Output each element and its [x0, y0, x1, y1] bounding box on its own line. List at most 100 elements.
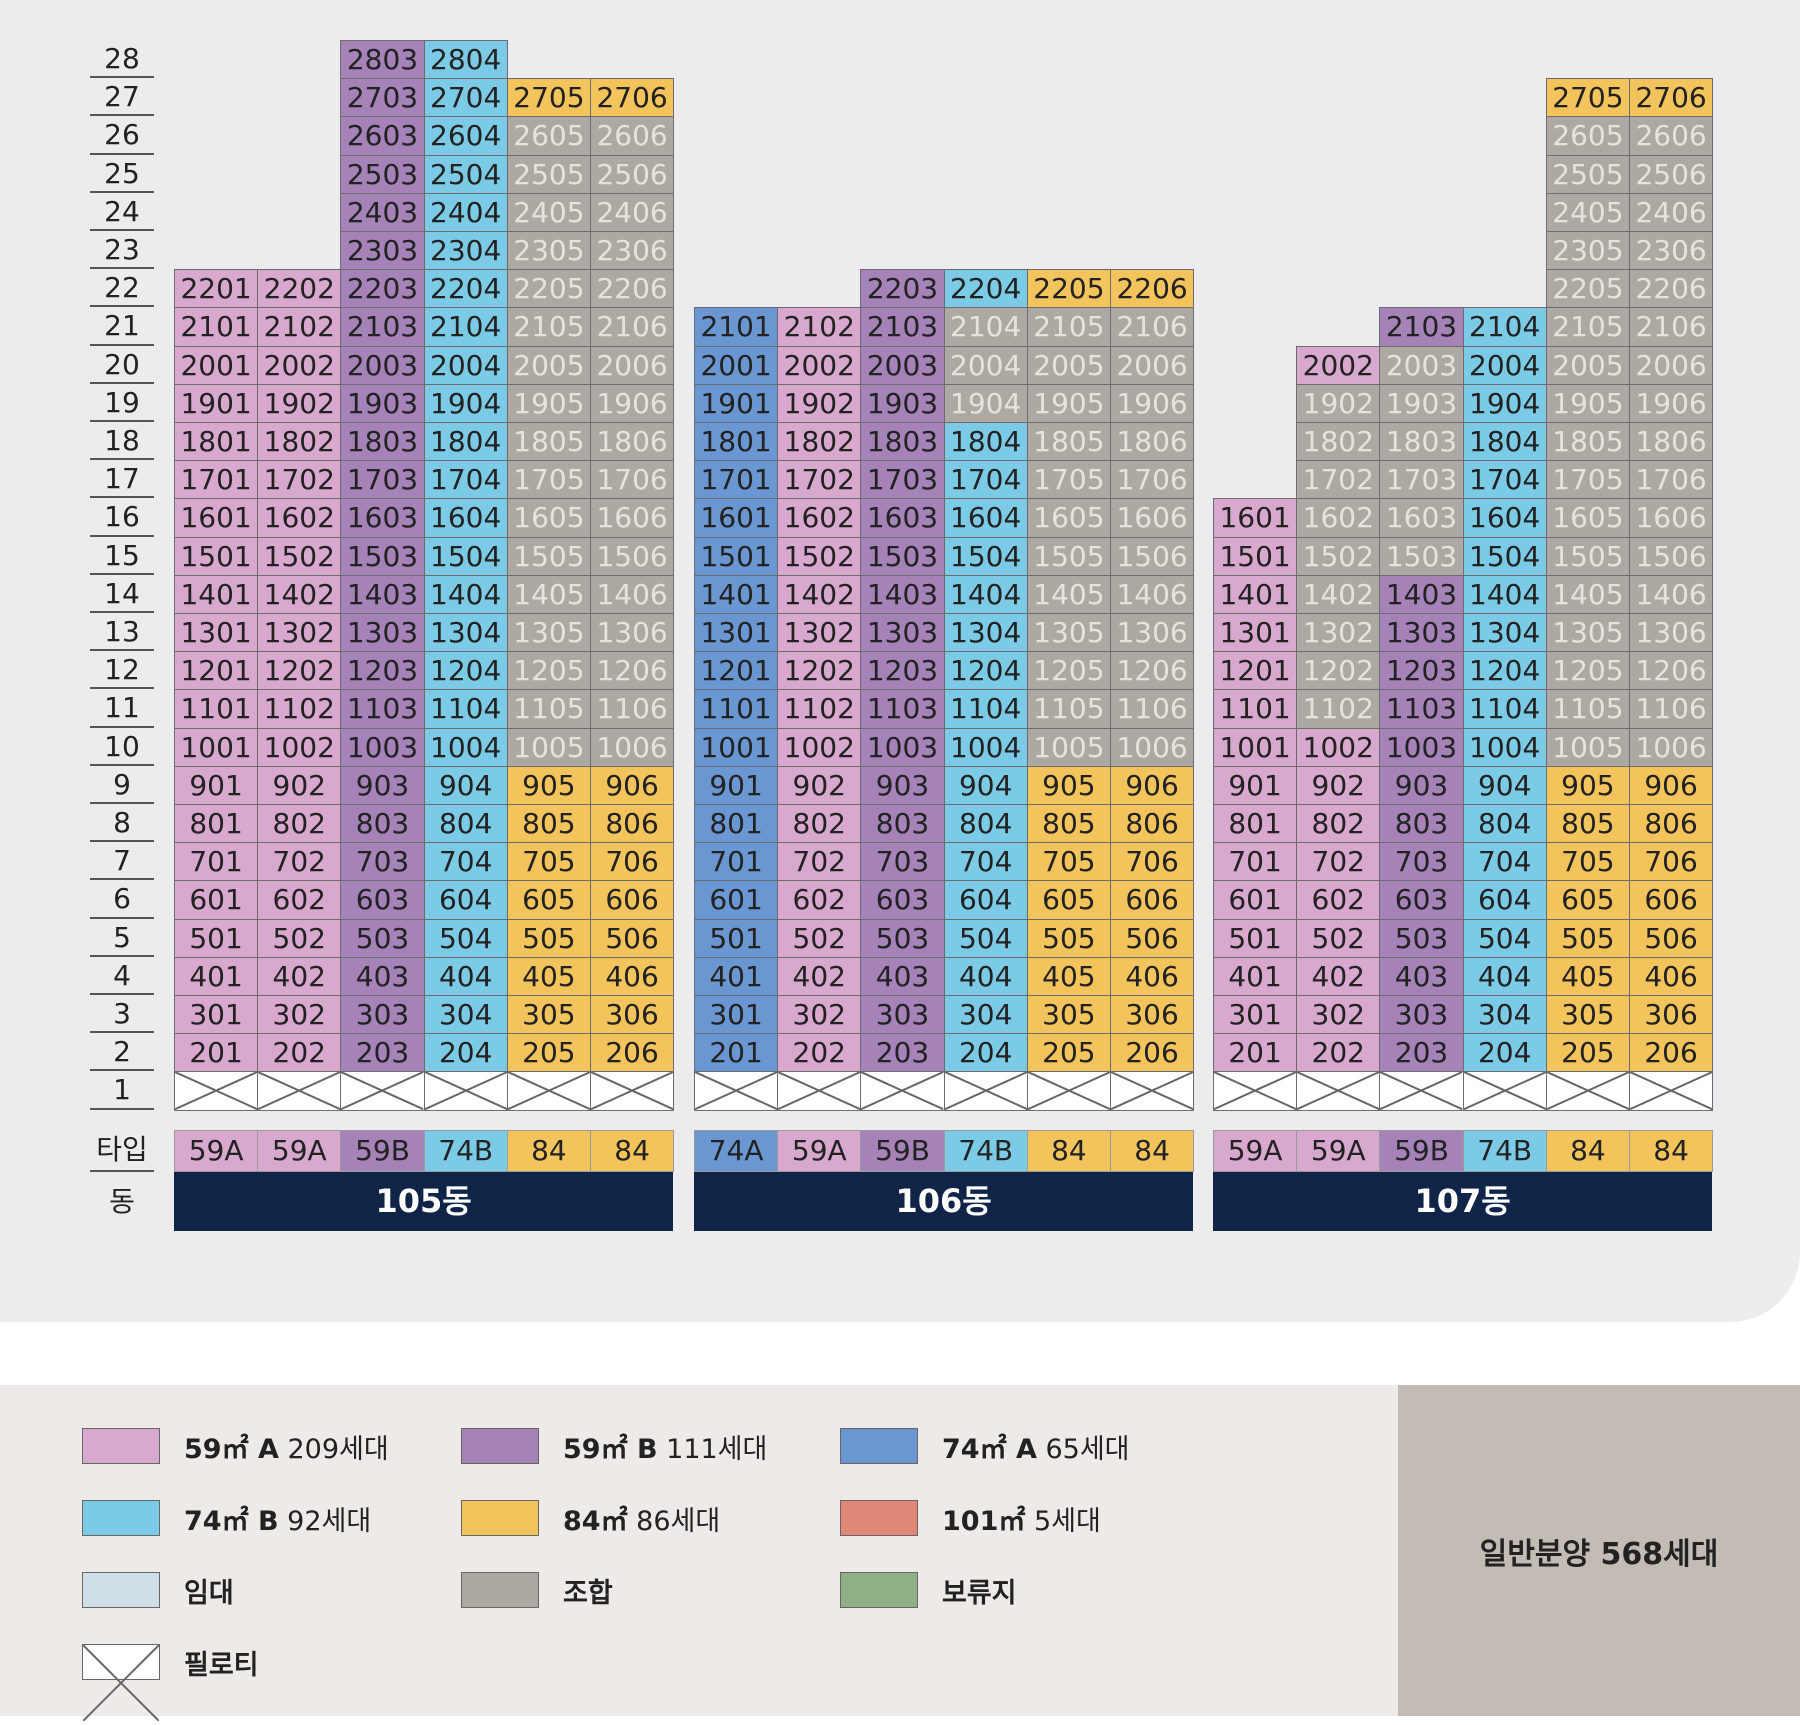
unit-cell: 1101 [1213, 689, 1298, 729]
unit-cell: 503 [340, 918, 425, 958]
unit-cell: 805 [1026, 804, 1111, 844]
unit-cell: 1904 [1462, 383, 1547, 423]
unit-cell: 2103 [340, 307, 425, 347]
unit-cell: 1606 [1110, 498, 1195, 538]
unit-cell: 2206 [1629, 269, 1714, 309]
unit-cell: 502 [257, 918, 342, 958]
type-cell: 84 [1026, 1130, 1111, 1172]
unit-cell: 1405 [506, 574, 591, 614]
unit-cell: 903 [340, 765, 425, 805]
unit-cell: 1203 [860, 651, 945, 691]
unit-cell: 306 [1110, 995, 1195, 1035]
unit-cell: 705 [1545, 842, 1630, 882]
unit-cell: 2306 [1629, 231, 1714, 271]
unit-cell: 2005 [1545, 345, 1630, 385]
unit-cell: 706 [1629, 842, 1714, 882]
unit-cell: 1701 [694, 460, 779, 500]
unit-cell: 806 [590, 804, 675, 844]
unit-cell: 505 [1545, 918, 1630, 958]
unit-cell: 1606 [590, 498, 675, 538]
unit-cell: 801 [694, 804, 779, 844]
unit-cell: 2306 [590, 231, 675, 271]
unit-cell: 1506 [1629, 536, 1714, 576]
unit-cell: 704 [943, 842, 1028, 882]
unit-cell: 302 [1296, 995, 1381, 1035]
unit-cell: 1003 [860, 727, 945, 767]
unit-cell: 501 [694, 918, 779, 958]
legend-item: 74㎡ B 92세대 [82, 1499, 371, 1537]
unit-cell: 1001 [174, 727, 259, 767]
legend-label: 59㎡ B 111세대 [563, 1427, 767, 1466]
unit-cell: 1103 [340, 689, 425, 729]
piloti-cell [694, 1071, 779, 1111]
unit-cell: 1703 [860, 460, 945, 500]
legend-label: 101㎡ 5세대 [942, 1499, 1101, 1538]
unit-cell: 1606 [1629, 498, 1714, 538]
unit-cell: 203 [340, 1033, 425, 1073]
unit-cell: 204 [943, 1033, 1028, 1073]
floor-label: 22 [90, 269, 154, 308]
unit-cell: 503 [1379, 918, 1464, 958]
building-name-bar: 106동 [694, 1172, 1194, 1231]
unit-cell: 1802 [257, 422, 342, 462]
unit-cell: 1503 [1379, 536, 1464, 576]
unit-grid: 28 27 26 25 24 23 22 21 20 19 18 17 16 15 14 13 12 11 10 9 8… [90, 40, 1714, 1231]
unit-cell: 1604 [943, 498, 1028, 538]
unit-cell: 701 [174, 842, 259, 882]
unit-cell: 2204 [423, 269, 508, 309]
unit-cell: 804 [1462, 804, 1547, 844]
unit-cell: 905 [506, 765, 591, 805]
unit-cell: 1403 [860, 574, 945, 614]
unit-cell: 903 [1379, 765, 1464, 805]
unit-cell: 1005 [1026, 727, 1111, 767]
unit-cell: 2202 [257, 269, 342, 309]
floor-label: 6 [90, 880, 154, 919]
unit-cell: 2106 [1110, 307, 1195, 347]
unit-cell: 1904 [943, 383, 1028, 423]
unit-cell: 1405 [1545, 574, 1630, 614]
unit-cell: 1903 [1379, 383, 1464, 423]
type-cell: 84 [1629, 1130, 1714, 1172]
type-cell: 84 [590, 1130, 675, 1172]
unit-cell: 2705 [506, 78, 591, 118]
unit-cell: 1705 [1026, 460, 1111, 500]
legend-label-bold: 84㎡ [563, 1505, 628, 1537]
unit-cell: 1501 [1213, 536, 1298, 576]
general-sale-summary: 일반분양 568세대 [1479, 1536, 1719, 1572]
unit-cell: 606 [1629, 880, 1714, 920]
unit-cell: 1502 [257, 536, 342, 576]
unit-cell: 404 [943, 956, 1028, 996]
unit-cell: 1905 [1026, 383, 1111, 423]
unit-cell: 605 [506, 880, 591, 920]
unit-cell: 502 [777, 918, 862, 958]
unit-cell: 206 [1110, 1033, 1195, 1073]
unit-cell: 602 [777, 880, 862, 920]
piloti-cell [257, 1071, 342, 1111]
legend-label-bold: 보류지 [942, 1577, 1017, 1609]
unit-cell: 2804 [423, 40, 508, 80]
unit-cell: 1305 [1545, 613, 1630, 653]
unit-cell: 703 [1379, 842, 1464, 882]
legend-item: 84㎡ 86세대 [461, 1499, 720, 1537]
unit-cell: 1804 [1462, 422, 1547, 462]
unit-cell: 2106 [1629, 307, 1714, 347]
unit-cell: 2404 [423, 192, 508, 232]
unit-cell: 805 [506, 804, 591, 844]
unit-cell: 203 [1379, 1033, 1464, 1073]
floor-label: 27 [90, 78, 154, 117]
unit-cell: 1401 [174, 574, 259, 614]
type-cell: 84 [1110, 1130, 1195, 1172]
unit-cell: 2203 [340, 269, 425, 309]
piloti-cell [506, 1071, 591, 1111]
unit-cell: 1404 [423, 574, 508, 614]
unit-cell: 1205 [506, 651, 591, 691]
unit-cell: 2606 [590, 116, 675, 156]
legend-label-count: 111세대 [657, 1433, 768, 1465]
unit-cell: 2506 [590, 154, 675, 194]
unit-cell: 601 [694, 880, 779, 920]
unit-cell: 2406 [1629, 192, 1714, 232]
building-row-label: 동 [109, 1185, 135, 1218]
unit-cell: 401 [1213, 956, 1298, 996]
unit-cell: 906 [1110, 765, 1195, 805]
type-cell: 59A [174, 1130, 259, 1172]
